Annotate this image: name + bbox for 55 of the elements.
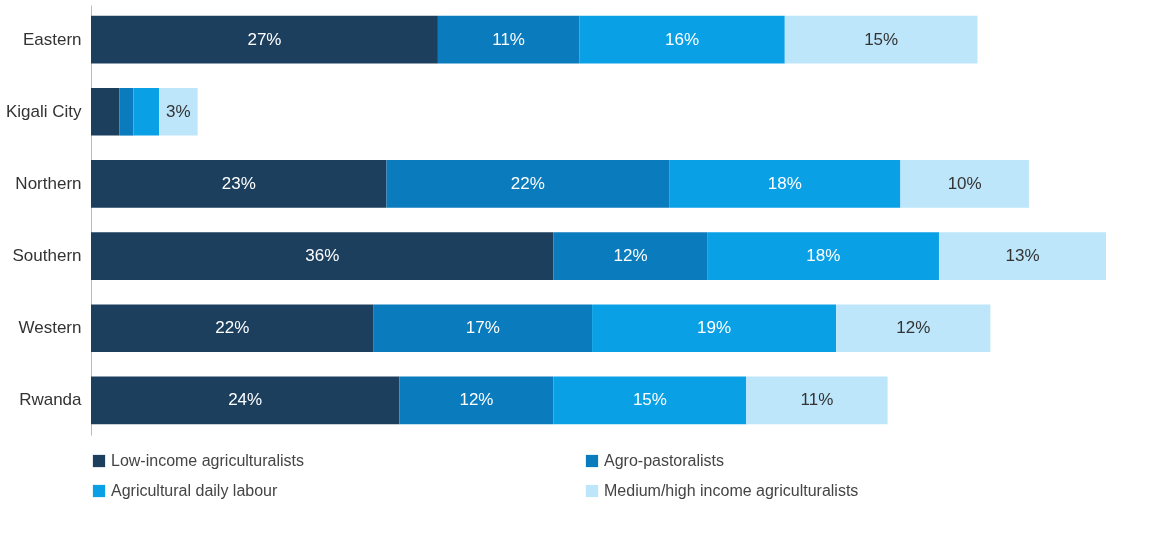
bar [836,304,991,353]
bar [553,232,708,280]
bar [386,160,670,208]
bar [133,87,160,136]
data-label: 19% [697,318,732,338]
data-label: 15% [632,390,667,410]
legend-label: Medium/high income agriculturalists [604,482,859,499]
data-label: 18% [767,173,802,193]
bar [91,160,387,208]
bar [91,15,438,64]
data-label: 12% [459,390,494,410]
bar [91,232,554,280]
data-label: 22% [510,173,545,193]
data-label: 22% [215,318,250,338]
bar [579,15,785,64]
data-label: 18% [806,246,841,266]
data-label: 24% [228,390,263,410]
bar [900,160,1029,208]
bar [707,232,939,280]
bar [159,87,198,136]
bar [746,376,888,425]
data-label: 15% [864,29,899,49]
legend-label: Low-income agriculturalists [111,452,304,469]
data-label: 16% [665,29,700,49]
bar [553,376,747,425]
bar [784,15,978,64]
bar [119,87,134,136]
data-label: 10% [947,173,982,193]
data-label: 17% [465,318,500,338]
data-label: 11% [492,29,525,49]
bar [91,87,120,136]
y-tick-label: Western [18,318,82,338]
legend-label: Agricultural daily labour [111,482,278,499]
data-label: 13% [1005,246,1040,266]
bar [669,160,901,208]
data-label: 3% [166,101,191,121]
bar [437,15,580,64]
data-label: 11% [800,390,834,410]
data-label: 36% [305,246,340,266]
y-tick-label: Rwanda [19,390,83,410]
y-tick-label: Eastern [22,29,82,49]
legend-label: Agro-pastoralists [604,452,725,469]
bar [373,304,593,353]
bar [592,304,837,353]
bar [399,376,554,425]
bar [91,376,400,425]
y-tick-label: Northern [15,173,82,193]
data-label: 12% [896,318,931,338]
bar [938,232,1106,280]
y-tick-label: Southern [12,246,82,266]
data-label: 12% [613,246,648,266]
bar [91,304,374,353]
data-label: 23% [221,173,256,193]
y-tick-label: Kigali City [5,101,82,121]
data-label: 27% [247,29,282,49]
